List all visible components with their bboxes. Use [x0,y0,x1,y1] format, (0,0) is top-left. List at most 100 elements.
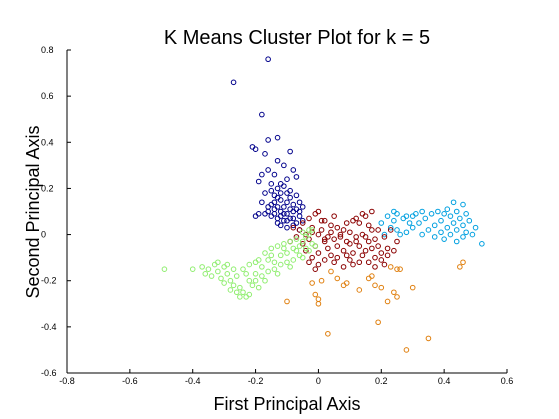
data-point [240,266,246,272]
data-point [416,220,422,226]
data-point [391,208,397,215]
data-point [387,227,394,233]
data-point [246,261,253,268]
cluster-1-series [230,56,306,233]
data-points [161,56,485,353]
data-point [290,215,297,222]
data-point [215,268,221,275]
data-point [372,254,378,261]
data-point [271,171,278,178]
data-point [444,206,451,212]
data-point [161,266,168,272]
data-point [444,224,451,231]
x-tick-label: -0.2 [248,376,264,386]
data-point [315,231,322,238]
data-point [356,287,363,293]
y-axis-label: Second Principal Axis [23,125,43,298]
data-point [378,257,385,263]
data-point [227,277,234,284]
data-point [290,257,297,263]
data-point [271,259,278,266]
data-point [450,199,457,206]
y-tick-label: 0.6 [41,91,54,101]
x-tick-label: 0.4 [438,376,451,386]
data-point [365,238,372,245]
data-point [369,208,375,215]
data-point [293,236,300,242]
data-point [328,229,334,236]
data-point [391,217,397,224]
data-point [334,254,341,261]
data-point [299,204,306,210]
data-point [431,222,438,229]
data-point [331,236,337,242]
data-point [287,206,293,212]
data-point [255,257,262,263]
data-point [328,252,334,259]
data-point [221,280,227,286]
data-point [447,231,454,238]
data-point [315,300,322,307]
data-point [419,231,425,238]
data-point [321,238,328,245]
data-point [409,284,416,291]
data-point [274,185,281,192]
data-point [453,238,460,245]
data-point [284,176,290,182]
plot-area: -0.8 -0.6 -0.4 -0.2 0 0.2 0.4 0.6 -0.6-0.4-0.20… [41,45,513,386]
data-point [318,217,325,224]
data-point [453,208,460,215]
data-point [306,259,312,266]
data-point [237,284,243,291]
data-point [233,273,240,279]
data-point [328,268,334,275]
data-point [384,298,391,305]
data-point [262,250,268,256]
data-point [274,194,281,201]
data-point [479,241,485,247]
data-point [224,261,231,268]
data-point [394,238,400,245]
data-point [230,79,237,86]
data-point [460,222,466,229]
data-point [331,213,337,219]
data-point [240,289,246,296]
data-point [202,270,209,277]
data-point [472,224,479,231]
data-point [277,261,284,268]
data-point [435,208,441,215]
data-point [460,234,466,240]
data-point [438,217,444,224]
data-point [463,211,469,217]
x-tick-label: 0.6 [501,376,514,386]
data-point [265,56,271,63]
data-point [293,192,300,199]
data-point [438,229,444,236]
data-point [372,264,378,270]
data-point [277,181,284,187]
data-point [296,208,303,215]
data-point [441,236,447,242]
data-point [284,199,290,206]
data-point [337,231,344,238]
data-point [450,220,457,226]
data-point [365,259,372,266]
data-point [299,254,306,261]
data-point [391,247,397,254]
data-point [281,217,287,224]
data-point [265,208,271,215]
data-point [293,234,300,240]
data-point [369,227,375,233]
data-point [378,220,385,226]
data-point [362,234,369,240]
data-point [274,270,281,277]
data-point [394,294,400,300]
data-point [394,266,400,272]
data-point [353,234,359,240]
data-point [347,257,353,263]
data-point [362,247,369,254]
cluster-2-series [378,199,485,247]
data-point [233,289,240,296]
data-point [265,257,271,263]
data-point [356,220,363,226]
